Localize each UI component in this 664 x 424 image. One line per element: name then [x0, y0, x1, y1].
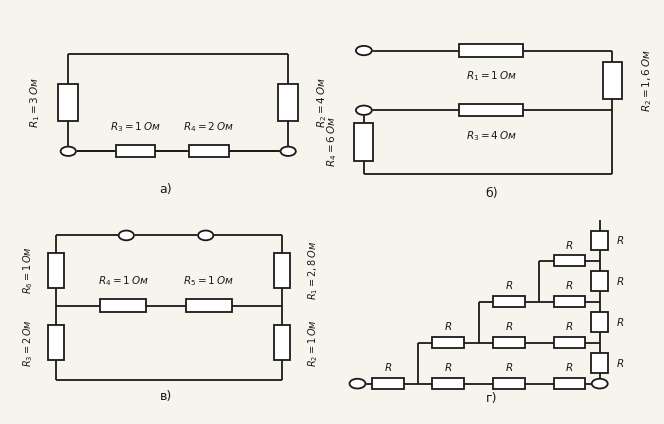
Text: $R$: $R$ [505, 279, 513, 291]
Bar [116, 145, 155, 157]
Bar [591, 271, 608, 291]
Text: $R$: $R$ [616, 275, 624, 287]
Text: $R_4=2\,Ом$: $R_4=2\,Ом$ [183, 121, 234, 134]
Text: $R_2=4\,Ом$: $R_2=4\,Ом$ [315, 78, 329, 128]
Bar [186, 299, 232, 312]
Circle shape [592, 379, 608, 388]
Text: $R_2=1\,Ом$: $R_2=1\,Ом$ [305, 319, 319, 367]
Circle shape [119, 231, 134, 240]
Text: $R$: $R$ [616, 357, 624, 369]
Text: $R$: $R$ [565, 361, 574, 374]
Text: $R$: $R$ [384, 361, 392, 374]
Text: $R_3=4\,Ом$: $R_3=4\,Ом$ [466, 129, 517, 143]
Bar [493, 338, 525, 348]
Bar [372, 378, 404, 389]
Bar [591, 354, 608, 373]
Bar [554, 296, 586, 307]
Bar [591, 312, 608, 332]
Text: $R_4=6\,Ом$: $R_4=6\,Ом$ [325, 117, 339, 167]
Circle shape [281, 147, 296, 156]
Text: $R_6=1\,Ом$: $R_6=1\,Ом$ [22, 247, 35, 294]
Bar [274, 253, 290, 288]
Text: $R_1=1\,Ом$: $R_1=1\,Ом$ [466, 69, 517, 83]
Text: $R$: $R$ [616, 316, 624, 328]
Text: $R$: $R$ [565, 321, 574, 332]
Text: $R_3=1\,Ом$: $R_3=1\,Ом$ [110, 121, 161, 134]
Bar [189, 145, 228, 157]
Bar [58, 84, 78, 121]
Text: $R_2=1,6\,Ом$: $R_2=1,6\,Ом$ [641, 49, 655, 112]
Bar [554, 378, 586, 389]
Text: $R$: $R$ [444, 321, 452, 332]
Bar [459, 104, 523, 116]
Bar [432, 338, 464, 348]
Text: $R_1=3\,Ом$: $R_1=3\,Ом$ [28, 78, 42, 128]
Text: $R$: $R$ [505, 321, 513, 332]
Bar [355, 123, 373, 161]
Bar [493, 296, 525, 307]
Circle shape [60, 147, 76, 156]
Text: $R_4=1\,Ом$: $R_4=1\,Ом$ [98, 274, 149, 288]
Bar [493, 378, 525, 389]
Circle shape [349, 379, 365, 388]
Bar [554, 338, 586, 348]
Text: б): б) [485, 187, 498, 200]
Bar [48, 253, 64, 288]
Bar [100, 299, 146, 312]
Bar [591, 231, 608, 250]
Text: $R_5=1\,Ом$: $R_5=1\,Ом$ [183, 274, 234, 288]
Text: $R_1=2,8\,Ом$: $R_1=2,8\,Ом$ [305, 241, 319, 300]
Text: в): в) [160, 390, 172, 403]
Circle shape [198, 231, 213, 240]
Text: $R$: $R$ [616, 234, 624, 246]
Bar [459, 45, 523, 57]
Circle shape [356, 106, 372, 115]
Bar [603, 62, 622, 99]
Circle shape [356, 46, 372, 55]
Bar [554, 255, 586, 266]
Text: а): а) [159, 183, 173, 196]
Text: $R$: $R$ [565, 279, 574, 291]
Text: г): г) [485, 392, 497, 405]
Text: $R$: $R$ [565, 239, 574, 251]
Bar [274, 325, 290, 360]
Text: $R$: $R$ [505, 361, 513, 374]
Text: $R_3=2\,Ом$: $R_3=2\,Ом$ [22, 319, 35, 367]
Bar [278, 84, 298, 121]
Text: $R$: $R$ [444, 361, 452, 374]
Bar [432, 378, 464, 389]
Bar [48, 325, 64, 360]
